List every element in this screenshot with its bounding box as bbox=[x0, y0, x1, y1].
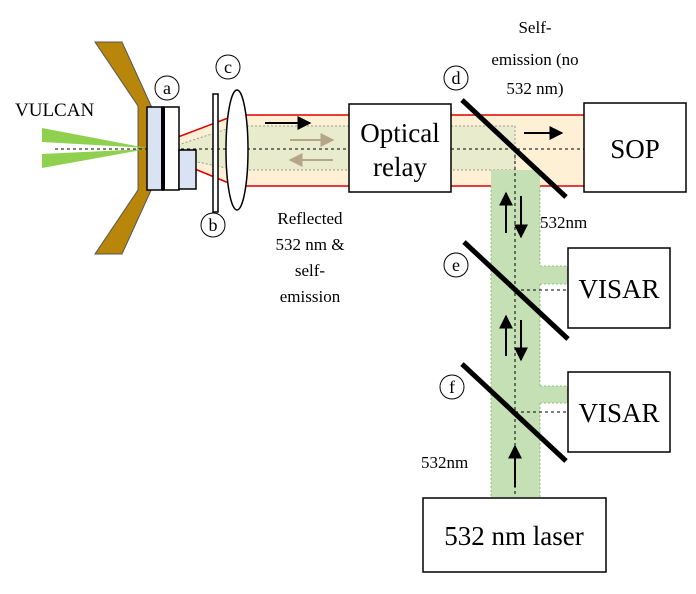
svg-text:c: c bbox=[224, 57, 232, 77]
drive-beam-upper bbox=[42, 128, 147, 148]
marker-e: e bbox=[443, 252, 469, 278]
svg-text:e: e bbox=[452, 255, 460, 275]
reflected-label-3: self- bbox=[295, 261, 326, 280]
window-plate bbox=[212, 93, 219, 213]
reflected-label-2: 532 nm & bbox=[276, 235, 345, 254]
visar-box-lower bbox=[567, 371, 671, 453]
laser-label: 532 nm laser bbox=[444, 521, 583, 551]
self-emission-label-1: Self- bbox=[518, 18, 551, 37]
self-emission-label-3: 532 nm) bbox=[506, 79, 563, 98]
sop-label: SOP bbox=[610, 134, 660, 164]
sop-box bbox=[583, 102, 687, 193]
optical-relay-box bbox=[348, 103, 452, 193]
self-emission-label-2: emission (no bbox=[491, 50, 578, 69]
beam-splitter-d bbox=[460, 98, 568, 199]
probe-beam bbox=[491, 170, 568, 497]
marker-d: d bbox=[443, 65, 469, 91]
marker-b: b bbox=[200, 212, 226, 238]
target-holder bbox=[94, 41, 154, 255]
reflected-label-4: emission bbox=[280, 287, 341, 306]
drive-beam-lower bbox=[42, 149, 147, 168]
vulcan-label: VULCAN bbox=[15, 100, 94, 121]
wavelength-label-upper: 532nm bbox=[540, 213, 587, 232]
wavelength-label-lower: 532nm bbox=[421, 453, 468, 472]
svg-text:b: b bbox=[209, 215, 218, 235]
visar-lower-label: VISAR bbox=[578, 398, 659, 428]
optical-relay-label-1: Optical bbox=[360, 118, 439, 148]
sample-step bbox=[178, 149, 197, 190]
marker-f: f bbox=[439, 374, 465, 400]
laser-box bbox=[422, 497, 607, 573]
beam-splitter-e bbox=[462, 240, 570, 341]
marker-a: a bbox=[154, 75, 180, 101]
svg-text:f: f bbox=[449, 377, 455, 397]
optical-relay-label-2: relay bbox=[373, 152, 427, 182]
marker-c: c bbox=[215, 54, 241, 80]
collection-lens bbox=[225, 89, 249, 211]
beam-splitter-f bbox=[460, 362, 568, 463]
sample-front-plate bbox=[146, 106, 164, 191]
visar-box-upper bbox=[567, 247, 671, 329]
svg-text:d: d bbox=[452, 68, 461, 88]
svg-text:a: a bbox=[163, 78, 171, 98]
visar-upper-label: VISAR bbox=[578, 274, 659, 304]
sample-rear-plate bbox=[162, 106, 180, 191]
reflected-label-1: Reflected bbox=[277, 209, 343, 228]
